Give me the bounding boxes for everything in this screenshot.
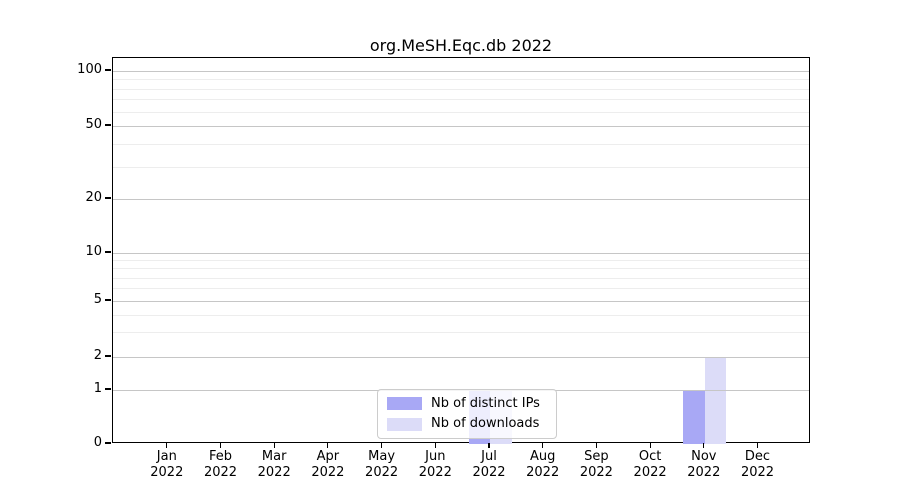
legend-label-distinct-ips: Nb of distinct IPs xyxy=(431,395,540,411)
major-gridline-10 xyxy=(113,253,809,254)
minor-gridline-7 xyxy=(113,277,809,279)
x-tick-label-10: Oct 2022 xyxy=(633,449,667,480)
legend-item-distinct-ips: Nb of distinct IPs xyxy=(387,394,547,414)
chart-title: org.MeSH.Eqc.db 2022 xyxy=(369,36,553,55)
legend-swatch-distinct-ips xyxy=(387,397,422,411)
y-tick-label-0: 0 xyxy=(93,435,102,450)
y-tick-label-2: 2 xyxy=(93,348,102,363)
major-gridline-20 xyxy=(113,199,809,200)
bar-distinct-ips-nov-2022 xyxy=(683,390,705,444)
x-tick-4 xyxy=(327,443,329,448)
plot-area xyxy=(112,57,810,444)
x-tick-7 xyxy=(488,443,490,448)
x-tick-label-4: Apr 2022 xyxy=(311,449,345,480)
x-tick-label-3: Mar 2022 xyxy=(257,449,291,480)
y-tick-10 xyxy=(105,251,111,253)
x-tick-12 xyxy=(756,443,759,448)
y-tick-label-5: 5 xyxy=(93,292,102,307)
minor-gridline-6 xyxy=(113,288,809,290)
y-tick-100 xyxy=(105,69,111,71)
minor-gridline-60 xyxy=(113,111,809,113)
minor-gridline-70 xyxy=(113,99,809,101)
legend-item-downloads: Nb of downloads xyxy=(387,415,547,435)
x-tick-label-7: Jul 2022 xyxy=(472,449,506,480)
legend-swatch-downloads xyxy=(387,417,422,431)
x-tick-label-8: Aug 2022 xyxy=(526,449,560,480)
x-tick-label-9: Sep 2022 xyxy=(579,449,613,480)
x-tick-9 xyxy=(595,443,597,448)
x-tick-6 xyxy=(434,443,436,448)
x-tick-label-6: Jun 2022 xyxy=(418,449,452,480)
major-gridline-50 xyxy=(113,126,809,127)
major-gridline-100 xyxy=(113,71,809,72)
x-tick-label-11: Nov 2022 xyxy=(687,449,721,480)
y-tick-5 xyxy=(105,299,111,301)
y-tick-label-50: 50 xyxy=(85,117,102,132)
y-tick-50 xyxy=(105,124,111,126)
minor-gridline-3 xyxy=(113,332,809,334)
minor-gridline-30 xyxy=(113,166,809,168)
minor-gridline-9 xyxy=(113,260,809,262)
y-tick-label-10: 10 xyxy=(85,244,102,259)
minor-gridline-80 xyxy=(113,88,809,90)
x-tick-label-2: Feb 2022 xyxy=(203,449,238,480)
x-tick-11 xyxy=(703,443,705,448)
y-tick-1 xyxy=(105,388,111,390)
legend: Nb of distinct IPs Nb of downloads xyxy=(377,389,557,439)
x-tick-label-1: Jan 2022 xyxy=(150,449,184,480)
x-tick-label-5: May 2022 xyxy=(365,449,399,480)
y-tick-label-20: 20 xyxy=(85,190,102,205)
minor-gridline-40 xyxy=(113,143,809,145)
y-tick-0 xyxy=(105,442,111,444)
minor-gridline-90 xyxy=(113,79,809,81)
x-tick-1 xyxy=(166,443,168,448)
y-tick-20 xyxy=(105,197,111,199)
y-tick-label-100: 100 xyxy=(77,62,102,77)
major-gridline-2 xyxy=(113,357,809,358)
x-tick-5 xyxy=(381,443,383,448)
x-tick-3 xyxy=(273,443,275,448)
minor-gridline-4 xyxy=(113,314,809,316)
y-tick-2 xyxy=(105,355,111,357)
legend-label-downloads: Nb of downloads xyxy=(431,416,540,432)
y-tick-label-1: 1 xyxy=(93,381,102,396)
bar-downloads-nov-2022 xyxy=(704,357,727,444)
x-tick-8 xyxy=(542,443,544,448)
x-tick-label-12: Dec 2022 xyxy=(740,449,775,480)
minor-gridline-8 xyxy=(113,268,809,270)
major-gridline-5 xyxy=(113,301,809,302)
x-tick-10 xyxy=(649,443,651,448)
x-tick-2 xyxy=(219,443,222,448)
